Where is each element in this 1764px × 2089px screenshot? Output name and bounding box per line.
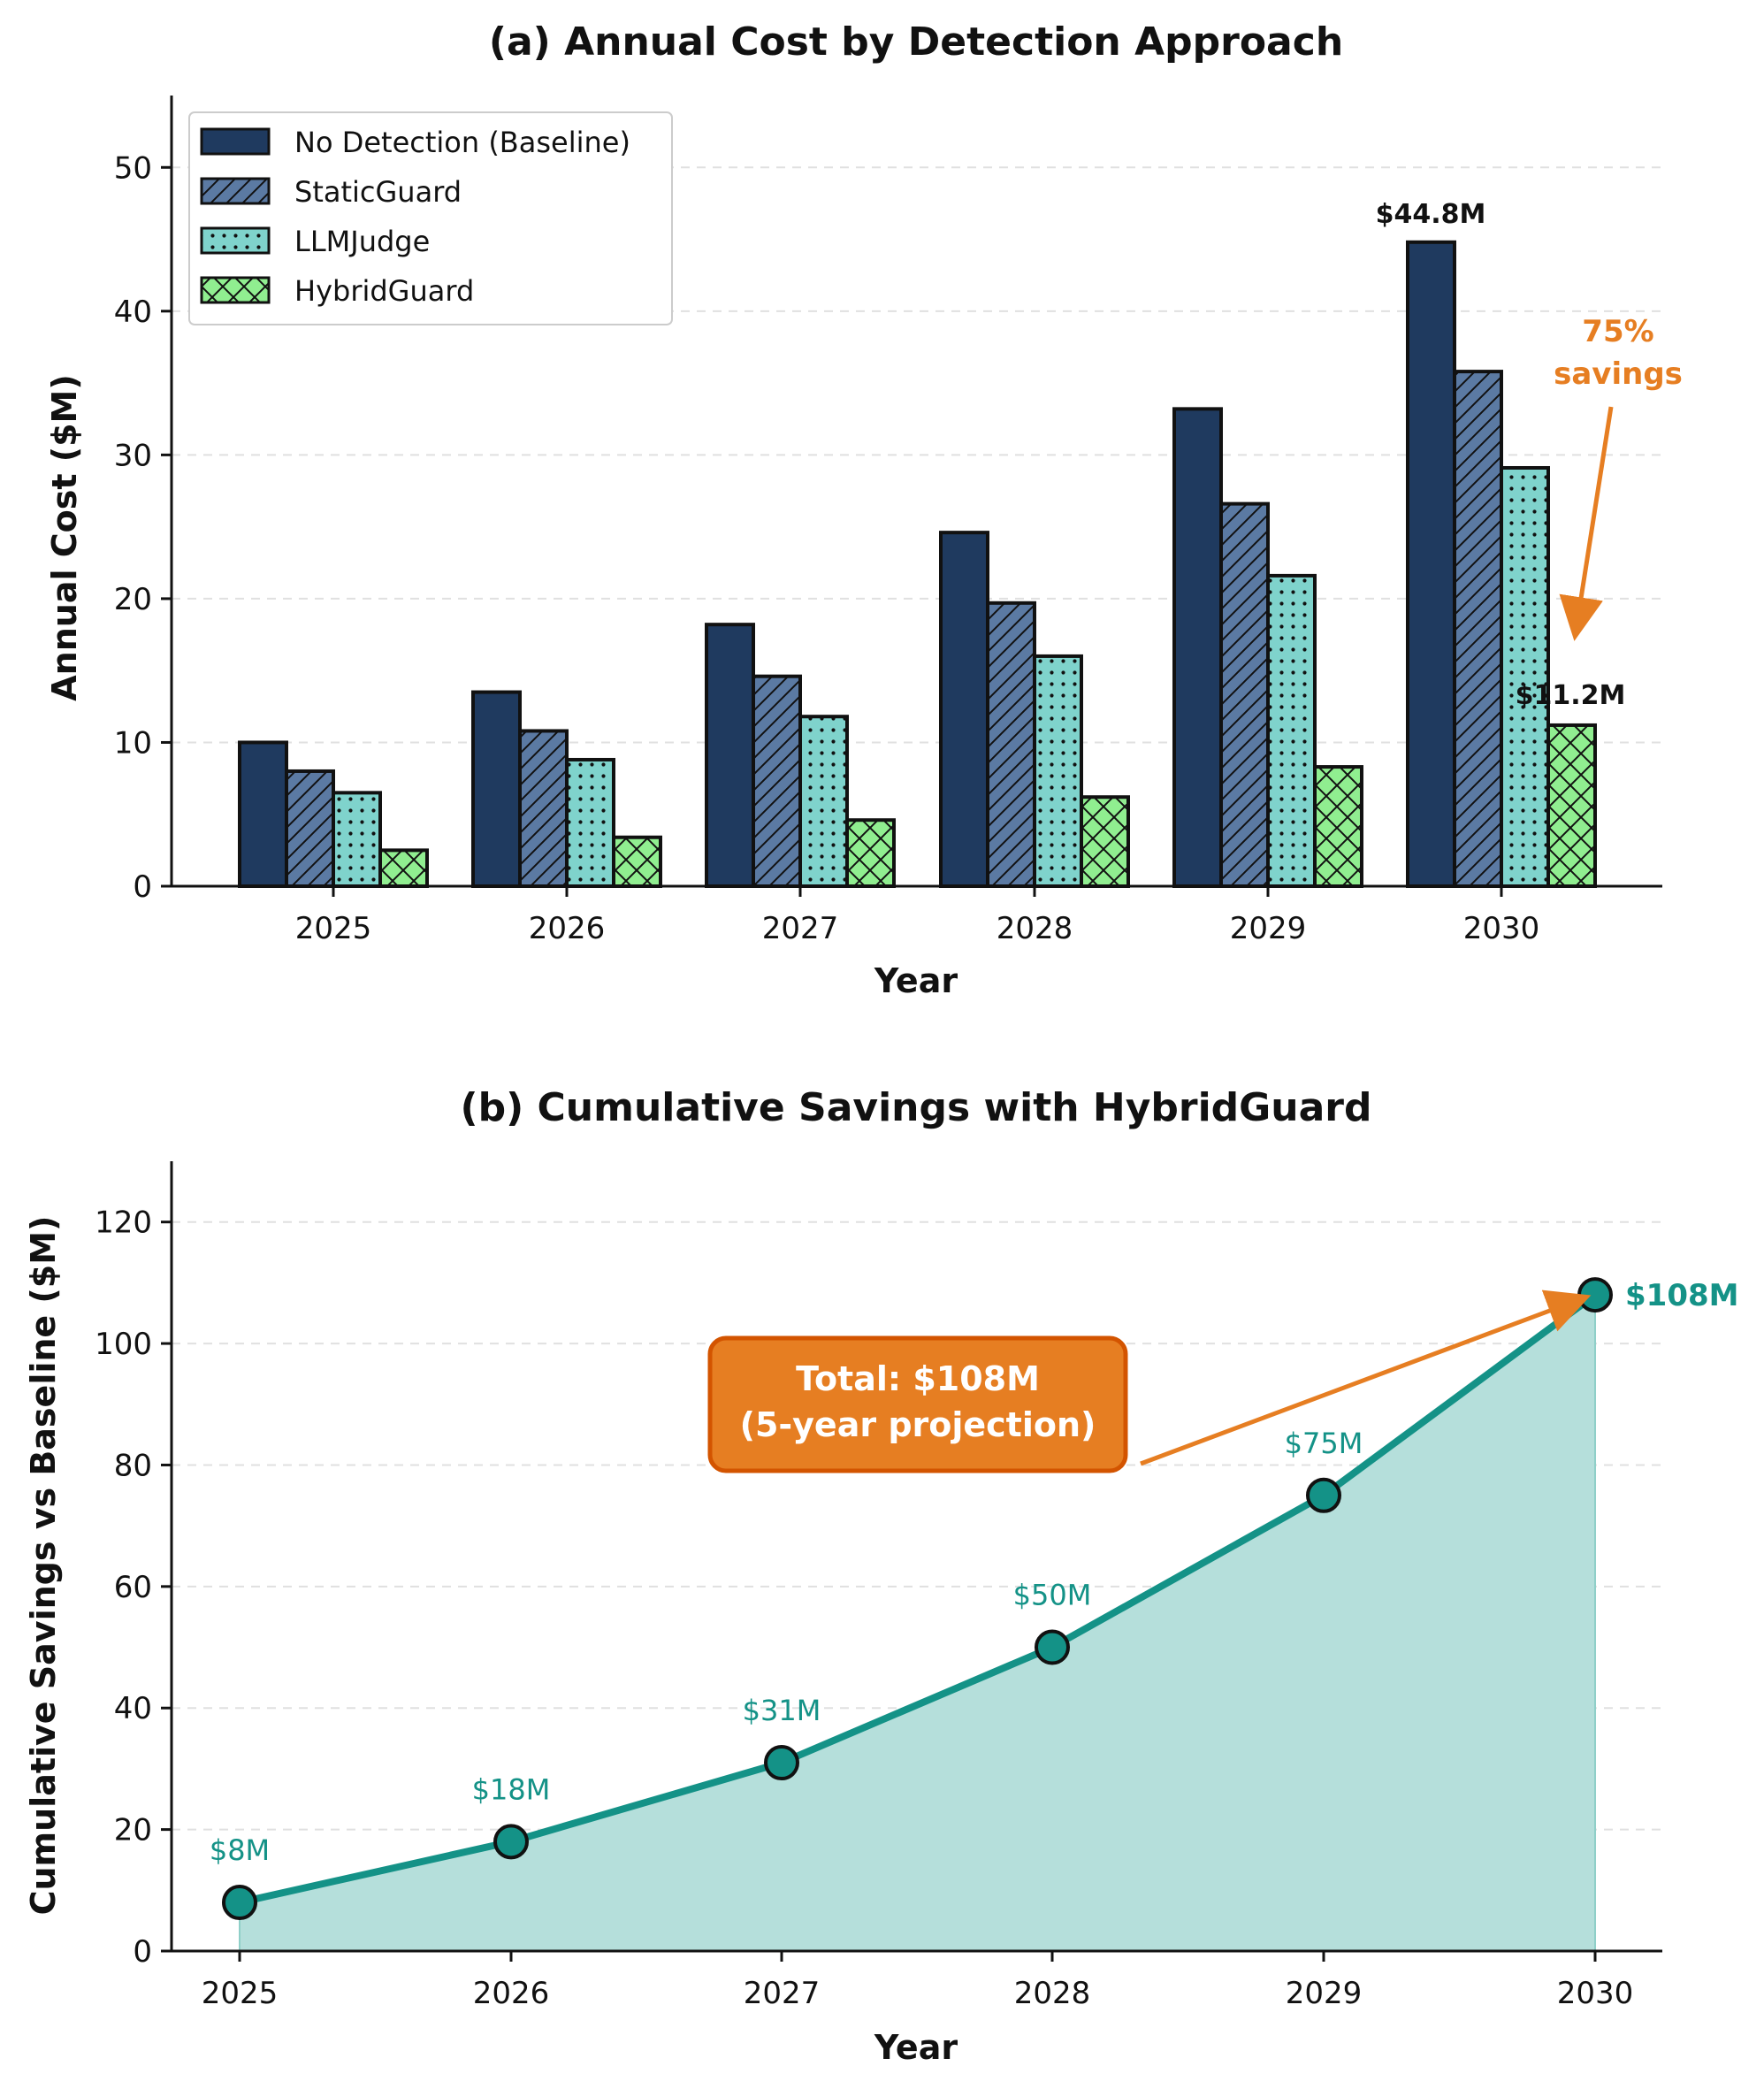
- y-tick-label-b: 20: [114, 1813, 152, 1848]
- bar-no-detection-baseline-2029: [1172, 407, 1223, 888]
- legend-label-baseline: No Detection (Baseline): [294, 126, 630, 159]
- bar-hybridguard-2025: [378, 848, 429, 889]
- legend-box: [188, 111, 673, 325]
- legend-swatch-hybridguard: [200, 276, 271, 304]
- bar-staticguard-2026: [518, 729, 569, 889]
- savings-area: [240, 1295, 1595, 1951]
- savings-point-2025: [222, 1885, 257, 1921]
- savings-point-2026: [493, 1824, 529, 1860]
- savings-point-2029: [1306, 1477, 1341, 1513]
- x-tick-label-a: 2028: [997, 911, 1073, 946]
- total-callout-line1: Total: $108M: [796, 1359, 1040, 1398]
- bar-staticguard-2030: [1453, 370, 1503, 888]
- bar-no-detection-baseline-2025: [238, 740, 288, 888]
- savings-label-line2: savings: [1554, 356, 1683, 392]
- y-tick-label-b: 40: [114, 1691, 152, 1726]
- bar-llmjudge-2027: [798, 715, 849, 888]
- bar-hybridguard-2029: [1313, 765, 1363, 888]
- x-tick-label-b: 2025: [202, 1976, 279, 2011]
- y-tick-label-a: 30: [114, 438, 152, 473]
- bar-llmjudge-2028: [1033, 654, 1083, 888]
- y-tick-label-b: 100: [95, 1327, 152, 1362]
- savings-label-2025: $8M: [210, 1833, 270, 1867]
- bar-hybridguard-2027: [845, 818, 896, 888]
- savings-point-2028: [1035, 1629, 1070, 1665]
- savings-label-2026: $18M: [472, 1772, 551, 1806]
- chart-a-ylabel: Annual Cost ($M): [45, 374, 84, 700]
- bar-staticguard-2028: [986, 601, 1036, 888]
- total-callout-line2: (5-year projection): [740, 1405, 1096, 1444]
- x-tick-label-a: 2027: [762, 911, 839, 946]
- y-tick-label-a: 20: [114, 582, 152, 617]
- savings-label-line1: 75%: [1582, 314, 1653, 349]
- total-callout-box: [707, 1335, 1128, 1473]
- legend-swatch-baseline: [200, 127, 271, 156]
- chart-b-xlabel: Year: [874, 2028, 958, 2067]
- total-callout-arrow: [1140, 1289, 1592, 1466]
- y-tick-label-a: 50: [114, 150, 152, 186]
- chart-a-title: (a) Annual Cost by Detection Approach: [489, 19, 1343, 65]
- x-tick-label-a: 2025: [295, 911, 372, 946]
- x-tick-label-b: 2027: [744, 1976, 821, 2011]
- legend-label-staticguard: StaticGuard: [294, 175, 462, 209]
- bar-no-detection-baseline-2030: [1406, 240, 1456, 888]
- chart-b-ylabel: Cumulative Savings vs Baseline ($M): [24, 1216, 63, 1916]
- y-tick-label-b: 0: [133, 1934, 152, 1970]
- x-tick-label-b: 2026: [473, 1976, 550, 2011]
- legend-label-hybridguard: HybridGuard: [294, 274, 474, 308]
- savings-label-2029: $75M: [1285, 1427, 1363, 1460]
- baseline-2030-label: $44.8M: [1376, 199, 1486, 230]
- y-tick-label-a: 0: [133, 869, 152, 905]
- y-tick-label-a: 10: [114, 725, 152, 761]
- legend-swatch-llmjudge: [200, 226, 271, 255]
- bar-hybridguard-2030: [1546, 723, 1597, 888]
- y-tick-label-b: 80: [114, 1448, 152, 1483]
- hybridguard-2030-label: $11.2M: [1516, 680, 1626, 711]
- legend: No Detection (Baseline) StaticGuard LLMJ…: [188, 111, 673, 325]
- savings-label-2028: $50M: [1013, 1579, 1092, 1612]
- savings-arrow: [1559, 406, 1614, 641]
- x-tick-label-a: 2030: [1463, 911, 1540, 946]
- bar-llmjudge-2026: [565, 757, 615, 889]
- bar-no-detection-baseline-2028: [939, 531, 989, 888]
- bar-no-detection-baseline-2026: [471, 690, 522, 889]
- x-tick-label-a: 2029: [1230, 911, 1307, 946]
- bar-staticguard-2025: [285, 769, 335, 888]
- legend-swatch-staticguard: [200, 177, 271, 205]
- bar-staticguard-2027: [752, 674, 802, 889]
- savings-label-2030: $108M: [1625, 1278, 1738, 1313]
- legend-label-llmjudge: LLMJudge: [294, 225, 430, 258]
- bar-llmjudge-2030: [1500, 465, 1550, 888]
- y-tick-label-b: 60: [114, 1570, 152, 1605]
- x-tick-label-b: 2029: [1286, 1976, 1363, 2011]
- savings-line: [239, 1291, 1598, 1906]
- bar-hybridguard-2026: [612, 835, 662, 889]
- chart-a-xlabel: Year: [874, 961, 958, 1000]
- y-tick-label-a: 40: [114, 295, 152, 330]
- x-tick-label-b: 2028: [1014, 1976, 1091, 2011]
- bar-llmjudge-2029: [1266, 573, 1317, 888]
- bar-staticguard-2029: [1219, 501, 1270, 888]
- x-tick-label-b: 2030: [1557, 1976, 1634, 2011]
- savings-point-2030: [1577, 1277, 1613, 1313]
- bar-hybridguard-2028: [1080, 795, 1130, 888]
- savings-label-2027: $31M: [743, 1694, 821, 1727]
- y-tick-label-b: 120: [95, 1205, 152, 1241]
- savings-point-2027: [764, 1745, 799, 1781]
- bar-no-detection-baseline-2027: [705, 623, 755, 889]
- x-tick-label-a: 2026: [529, 911, 606, 946]
- chart-b-title: (b) Cumulative Savings with HybridGuard: [460, 1085, 1371, 1130]
- bar-llmjudge-2025: [332, 791, 382, 889]
